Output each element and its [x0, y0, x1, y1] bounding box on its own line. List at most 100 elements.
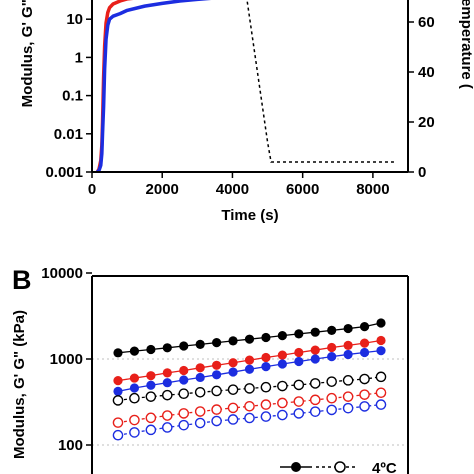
data-point	[375, 371, 387, 383]
x-tick-label: 4000	[216, 181, 249, 198]
data-point	[294, 329, 304, 339]
data-point	[342, 375, 354, 386]
data-point	[260, 399, 272, 410]
data-point	[162, 422, 173, 433]
y-tick-label: 100	[58, 437, 83, 454]
data-point	[112, 417, 124, 428]
data-point	[162, 343, 172, 353]
data-point	[359, 322, 370, 332]
data-point	[261, 332, 271, 343]
data-point	[343, 323, 353, 334]
data-point	[260, 381, 272, 393]
data-point	[179, 341, 189, 351]
data-point	[327, 342, 337, 353]
data-point	[194, 406, 206, 417]
y2-tick-label: 0	[418, 164, 426, 181]
data-point	[359, 338, 370, 348]
data-point	[212, 360, 222, 370]
y-tick-label: 0.001	[45, 164, 83, 181]
temperature-line	[246, 0, 394, 163]
panel-a-y2-axis-label: Temperature (	[458, 0, 474, 89]
data-point	[244, 412, 255, 424]
data-point	[244, 400, 255, 412]
data-point	[211, 404, 222, 415]
x-tick-label: 2000	[146, 181, 179, 198]
modulus-series-line-1	[96, 0, 212, 172]
data-point	[195, 339, 205, 349]
data-point	[113, 386, 123, 397]
data-point	[112, 429, 124, 441]
data-point	[129, 346, 140, 356]
data-point	[244, 334, 255, 344]
data-point	[178, 419, 190, 431]
panel-b-plot-area	[112, 318, 387, 441]
data-point	[342, 402, 354, 414]
data-point	[310, 327, 320, 337]
y-tick-label: 10000	[41, 265, 83, 282]
data-point	[244, 364, 255, 374]
data-point	[309, 406, 321, 417]
data-point	[145, 424, 157, 436]
data-point	[293, 379, 305, 391]
data-point	[277, 397, 288, 409]
data-point	[309, 378, 321, 389]
data-point	[228, 358, 238, 368]
data-point	[228, 336, 238, 346]
y2-tick-label: 20	[418, 114, 435, 131]
data-point	[244, 383, 255, 394]
data-point	[146, 380, 156, 390]
x-tick-label: 8000	[356, 181, 389, 198]
data-point	[113, 376, 123, 386]
data-point	[227, 414, 239, 425]
data-point	[162, 389, 173, 401]
data-point	[194, 417, 206, 429]
data-point	[227, 384, 239, 395]
data-point	[359, 373, 370, 385]
panel-a: 0 2000 4000 6000 8000 0.001 0.01 0.1 1 10 0 20 40 6…	[19, 0, 474, 224]
data-point	[162, 368, 172, 378]
y-tick-label: 10	[66, 11, 83, 28]
y2-tick-label: 40	[418, 64, 435, 81]
x-tick-label: 6000	[286, 181, 319, 198]
data-point	[326, 376, 337, 387]
panel-b-legend: 4ºC	[280, 460, 397, 474]
data-point	[179, 365, 189, 376]
data-point	[326, 392, 337, 404]
data-point	[195, 372, 205, 383]
data-point	[227, 402, 239, 414]
data-point	[179, 375, 189, 385]
data-point	[211, 415, 222, 427]
x-tick-label: 0	[88, 181, 96, 198]
data-point	[129, 414, 140, 426]
data-point	[343, 349, 353, 360]
data-point	[260, 411, 272, 422]
data-point	[129, 427, 140, 438]
y2-tick-label: 60	[418, 14, 435, 31]
data-point	[211, 385, 222, 397]
data-point	[162, 378, 172, 388]
data-point	[178, 388, 190, 399]
data-point	[294, 356, 304, 367]
data-point	[261, 352, 271, 363]
modulus-series-line-0	[95, 0, 134, 172]
data-point	[375, 387, 387, 399]
data-point	[293, 396, 305, 407]
data-point	[309, 394, 321, 406]
data-point	[244, 355, 255, 365]
y-tick-label: 1000	[50, 351, 83, 368]
data-point	[277, 409, 288, 421]
data-point	[113, 348, 123, 358]
panel-a-plot-area	[95, 0, 394, 172]
data-point	[277, 350, 287, 360]
data-point	[261, 362, 271, 372]
data-point	[145, 391, 157, 402]
data-point	[376, 346, 386, 356]
data-point	[376, 318, 386, 328]
panel-a-x-axis-label: Time (s)	[221, 207, 278, 224]
data-point	[277, 380, 288, 392]
data-point	[145, 412, 157, 424]
panel-b: B 100 1000 10000 Modulus, G' G" (kPa) 4ºC	[11, 265, 409, 474]
data-point	[310, 354, 320, 364]
y-tick-label: 0.01	[54, 126, 83, 143]
